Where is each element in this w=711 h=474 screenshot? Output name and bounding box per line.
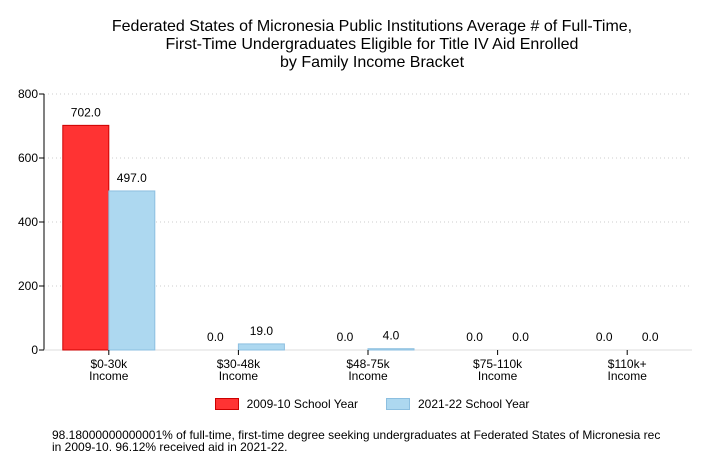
bar-2021-22 [237,343,285,351]
data-label: 0.0 [337,330,354,344]
data-label: 0.0 [207,330,224,344]
bar-2021-22 [108,190,156,351]
data-label: 702.0 [71,105,101,119]
chart-title: Federated States of Micronesia Public In… [0,18,711,72]
chart-title-line-2: First-Time Undergraduates Eligible for T… [165,36,579,53]
x-tick-label: Income [89,369,129,383]
legend-swatch-2009-10 [214,398,239,410]
footnote-line-2: in 2009-10. 96.12% received aid in 2021-… [52,440,288,453]
legend: 2009-10 School Year 2021-22 School Year [0,397,711,411]
data-label: 19.0 [250,324,274,338]
data-label: 4.0 [383,329,400,343]
bar-2009-10 [62,124,110,351]
y-tick-label: 800 [18,87,38,101]
footnote-line-1: 98.18000000000001% of full-time, first-t… [52,429,661,442]
x-tick-label: Income [348,369,388,383]
data-label: 0.0 [596,330,613,344]
y-tick-label: 200 [18,279,38,293]
legend-label-2009-10: 2009-10 School Year [246,397,358,411]
y-tick-label: 600 [18,151,38,165]
x-tick-label: $75-110k [473,357,523,371]
data-label: 0.0 [512,330,529,344]
chart-title-line-3: by Family Income Bracket [279,54,465,71]
x-tick-label: $30-48k [217,357,261,371]
x-tick-label: $0-30k [90,357,128,371]
legend-swatch-2021-22 [386,398,410,410]
x-tick-label: $110k+ [608,357,647,371]
x-tick-label: Income [219,369,259,383]
data-label: 497.0 [117,171,147,185]
x-tick-label: $48-75k [346,357,390,371]
data-label: 0.0 [642,330,659,344]
y-tick-label: 0 [31,343,38,357]
x-tick-label: Income [478,369,518,383]
chart-title-line-1: Federated States of Micronesia Public In… [111,18,633,35]
legend-item-2021-22: 2021-22 School Year [386,397,529,411]
bar-2021-22 [367,348,415,351]
legend-label-2021-22: 2021-22 School Year [418,397,530,411]
footnote: 98.18000000000001% of full-time, first-t… [52,429,711,453]
legend-item-2009-10: 2009-10 School Year [214,397,358,411]
x-tick-label: Income [608,369,648,383]
y-tick-label: 400 [18,215,38,229]
data-label: 0.0 [466,330,483,344]
